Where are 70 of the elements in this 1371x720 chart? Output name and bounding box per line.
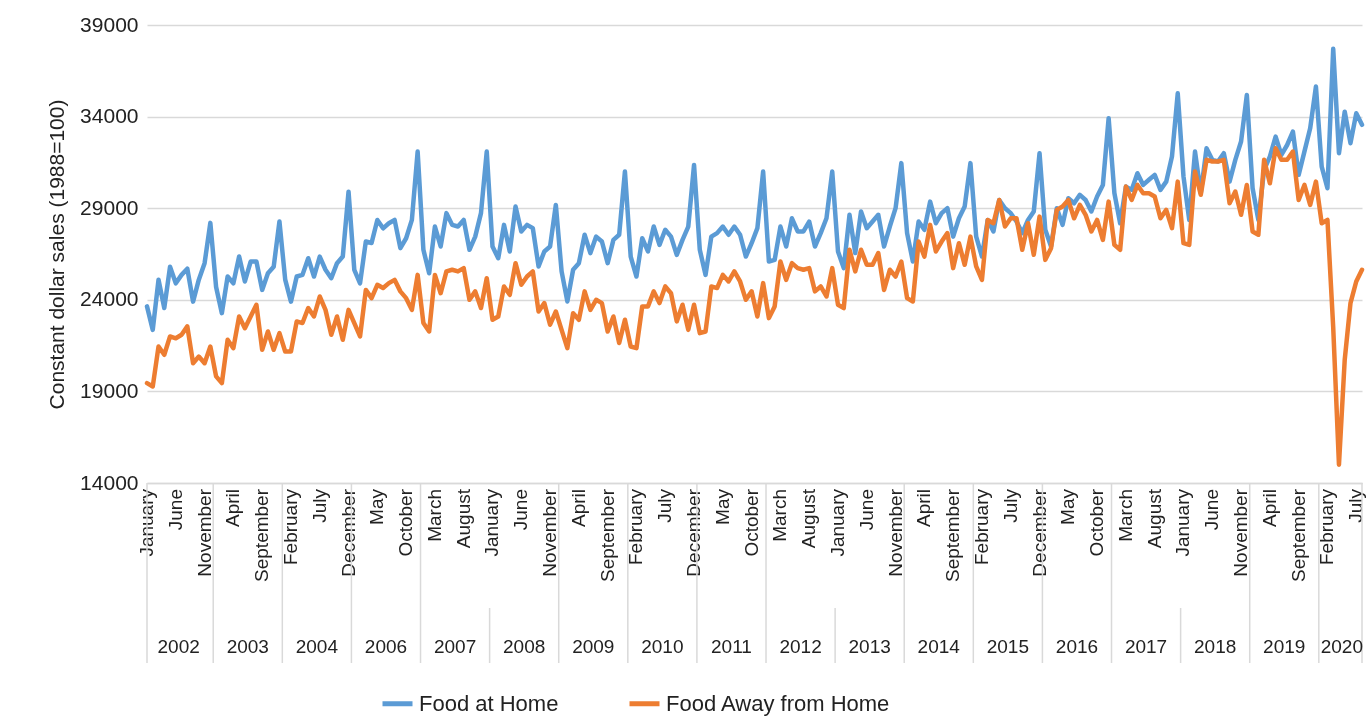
x-tick-label: April [913,489,935,528]
text: 2020 [1320,636,1363,657]
x-tick-label: June [855,489,877,531]
x-tick-label: February [1316,488,1338,566]
x-tick-label: July [308,488,330,523]
text: 2006 [364,636,408,657]
x-tick-label: January [136,488,157,557]
legend-label: Food at Home [419,690,559,716]
text: 2018 [1194,636,1237,657]
text: 2017 [1124,636,1168,657]
x-tick-label: November [193,488,215,577]
x-tick-label: November [539,488,561,577]
x-tick-label: February [279,488,301,566]
x-tick-label: April [222,489,244,528]
text: 2019 [1263,636,1306,657]
x-tick-label: March [1114,489,1136,542]
text: 2007 [433,636,477,657]
x-tick-label: October [395,488,417,557]
text: 2011 [711,636,752,657]
x-tick-label: April [1258,489,1280,528]
y-tick-label: 19000 [80,378,139,402]
x-tick-label: October [1086,488,1108,557]
text: 2012 [779,636,822,657]
text: 2004 [295,636,339,657]
x-tick-label: October [740,488,762,557]
y-tick-label: 24000 [80,287,139,311]
y-axis-title: Constant dollar sales (1988=100) [45,99,69,410]
y-tick-label: 29000 [80,195,139,219]
y-tick-label: 39000 [80,12,139,36]
x-tick-label: August [798,488,820,549]
text: 2008 [503,636,546,657]
text: 2013 [848,636,891,657]
legend-label: Food Away from Home [666,690,890,716]
x-tick-label: January [1172,488,1194,557]
x-tick-label: November [1230,488,1252,577]
x-tick-label: August [452,488,474,549]
x-tick-label: January [827,488,848,557]
text: 2015 [986,636,1030,657]
x-tick-label: February [625,488,647,566]
line-series [144,46,1365,333]
y-tick-label: 14000 [80,470,139,494]
text: 2009 [572,636,615,657]
x-tick-label: July [1345,488,1367,523]
x-tick-label: January [481,488,503,557]
x-tick-label: September [942,488,964,582]
line-series [144,146,1365,467]
text: 2010 [641,636,684,657]
x-tick-label: March [423,489,445,542]
text: 2002 [157,636,200,657]
x-tick-label: August [1143,488,1165,549]
x-tick-label: September [596,488,618,582]
x-tick-label: June [1201,489,1223,531]
x-tick-label: June [510,489,532,531]
x-tick-label: November [884,488,906,577]
x-tick-label: June [164,489,186,531]
x-tick-label: March [769,489,791,542]
x-tick-label: February [970,488,992,566]
y-tick-label: 34000 [80,104,139,128]
text: 2014 [917,636,961,657]
text: 2003 [226,636,269,657]
x-tick-label: May [1057,488,1079,525]
x-tick-label: December [683,488,705,577]
text: 2016 [1055,636,1099,657]
x-tick-label: May [366,488,388,525]
x-tick-label: July [999,488,1021,523]
x-tick-label: July [654,488,676,523]
x-tick-label: September [1287,488,1309,582]
x-tick-label: April [567,489,589,528]
x-tick-label: May [711,488,733,525]
x-tick-label: September [251,488,273,582]
